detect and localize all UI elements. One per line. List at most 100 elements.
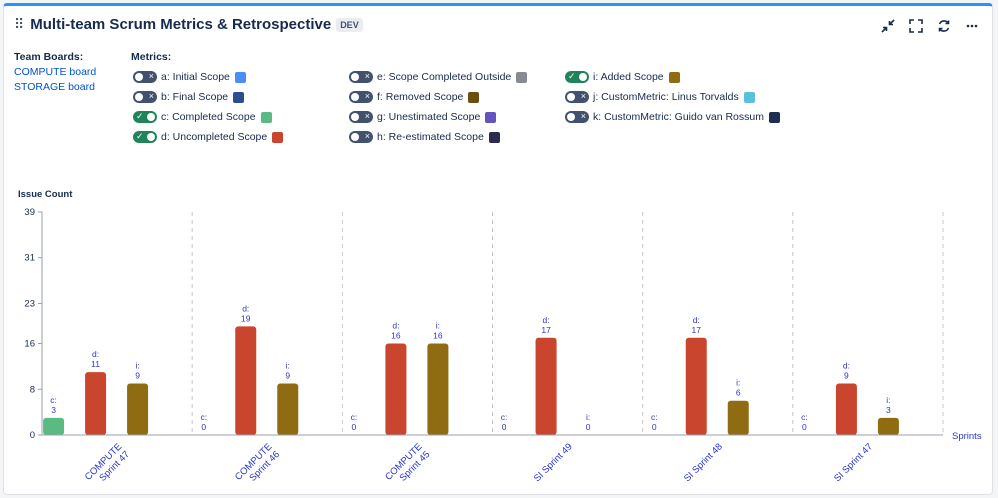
toggle-knob xyxy=(147,113,155,121)
metric-h-label: h: Re-estimated Scope xyxy=(377,131,484,143)
dashboard-card xyxy=(3,3,993,495)
data-label-value: 11 xyxy=(91,359,100,369)
metric-h: × h: Re-estimated Scope xyxy=(349,127,527,147)
y-tick-label: 16 xyxy=(24,339,35,350)
metric-c-color-swatch[interactable] xyxy=(260,111,272,123)
metric-a: × a: Initial Scope xyxy=(133,67,283,87)
metric-b-color-swatch[interactable] xyxy=(233,91,245,103)
metrics-column: ✓ i: Added Scope × j: CustomMetric: Linus T… xyxy=(565,67,780,127)
data-label-name: c: xyxy=(351,412,358,422)
data-label-name: d: xyxy=(843,361,850,371)
metric-h-toggle[interactable]: × xyxy=(349,131,373,143)
close-icon: × xyxy=(148,71,154,81)
metric-k: × k: CustomMetric: Guido van Rossum xyxy=(565,107,780,127)
fullscreen-icon[interactable] xyxy=(908,18,924,34)
close-icon: × xyxy=(580,91,586,101)
y-tick-label: 0 xyxy=(30,430,35,441)
team-boards: Team Boards: COMPUTE board STORAGE board xyxy=(14,51,96,96)
metric-f-color-swatch[interactable] xyxy=(468,91,480,103)
toggle-knob xyxy=(351,93,359,101)
data-label-value: 0 xyxy=(352,422,357,432)
x-tick-label: COMPUTESprint 47 xyxy=(83,441,132,490)
metric-e: × e: Scope Completed Outside xyxy=(349,67,528,87)
metric-b-toggle[interactable]: × xyxy=(133,91,157,103)
metric-a-toggle[interactable]: × xyxy=(133,71,157,83)
metric-a-label: a: Initial Scope xyxy=(161,71,230,83)
metric-c-label: c: Completed Scope xyxy=(161,111,256,123)
metric-d-color-swatch[interactable] xyxy=(272,131,284,143)
data-label-name: i: xyxy=(586,412,590,422)
metric-b: × b: Final Scope xyxy=(133,87,283,107)
metric-e-color-swatch[interactable] xyxy=(516,71,528,83)
bar-d xyxy=(685,337,707,435)
metrics-column: × a: Initial Scope × b: Final Scope ✓ c: Comp… xyxy=(133,67,284,147)
page-title: Multi-team Scrum Metrics & Retrospective xyxy=(30,16,332,33)
close-icon: × xyxy=(148,91,154,101)
data-label-value: 17 xyxy=(692,325,702,335)
y-axis-label: Issue Count xyxy=(18,189,73,200)
metric-j-label: j: CustomMetric: Linus Torvalds xyxy=(593,91,739,103)
toggle-knob xyxy=(147,133,155,141)
collapse-icon[interactable] xyxy=(880,18,896,34)
x-tick-label: COMPUTESprint 45 xyxy=(383,441,432,490)
bar-i xyxy=(277,383,299,435)
data-label-name: d: xyxy=(543,315,550,325)
close-icon: × xyxy=(364,91,370,101)
board-link-compute[interactable]: COMPUTE board xyxy=(14,66,97,78)
metric-i-color-swatch[interactable] xyxy=(668,71,680,83)
metric-d: ✓ d: Uncompleted Scope xyxy=(133,127,284,147)
toggle-knob xyxy=(579,73,587,81)
y-tick-label: 8 xyxy=(30,384,35,395)
metric-c-toggle[interactable]: ✓ xyxy=(133,111,157,123)
data-label-name: d: xyxy=(92,349,99,359)
x-tick-label-line: SI Sprint 47 xyxy=(832,441,875,484)
metric-j: × j: CustomMetric: Linus Torvalds xyxy=(565,87,780,107)
bar-d xyxy=(85,372,107,435)
metric-k-toggle[interactable]: × xyxy=(565,111,589,123)
toggle-knob xyxy=(567,93,575,101)
data-label-name: d: xyxy=(392,321,399,331)
metric-d-label: d: Uncompleted Scope xyxy=(161,131,268,143)
data-label-name: d: xyxy=(693,315,700,325)
metric-k-color-swatch[interactable] xyxy=(768,111,780,123)
more-icon[interactable] xyxy=(964,18,980,34)
board-link-storage[interactable]: STORAGE board xyxy=(14,81,95,93)
x-tick-label: SI Sprint 47 xyxy=(832,441,875,484)
data-label-value: 19 xyxy=(241,313,251,323)
metric-h-color-swatch[interactable] xyxy=(488,131,500,143)
close-icon: × xyxy=(364,71,370,81)
metric-a-color-swatch[interactable] xyxy=(234,71,246,83)
bar-i xyxy=(127,383,149,435)
env-badge: DEV xyxy=(336,17,363,32)
metric-j-color-swatch[interactable] xyxy=(743,91,755,103)
metric-g-color-swatch[interactable] xyxy=(485,111,497,123)
data-label-value: 0 xyxy=(802,422,807,432)
refresh-icon[interactable] xyxy=(936,18,952,34)
metric-f-label: f: Removed Scope xyxy=(377,91,464,103)
metric-g-toggle[interactable]: × xyxy=(349,111,373,123)
bar-d xyxy=(385,343,407,435)
bar-d xyxy=(535,337,557,435)
metrics-label: Metrics: xyxy=(131,51,172,63)
metric-d-toggle[interactable]: ✓ xyxy=(133,131,157,143)
toggle-knob xyxy=(567,113,575,121)
metrics-column: × e: Scope Completed Outside × f: Removed S… xyxy=(349,67,528,147)
bar-i xyxy=(427,343,449,435)
metric-k-label: k: CustomMetric: Guido van Rossum xyxy=(593,111,764,123)
metric-i-toggle[interactable]: ✓ xyxy=(565,71,589,83)
metric-f-toggle[interactable]: × xyxy=(349,91,373,103)
x-tick-label: SI Sprint 48 xyxy=(682,441,725,484)
check-icon: ✓ xyxy=(136,111,144,121)
data-label-value: 3 xyxy=(886,405,891,415)
data-label-name: d: xyxy=(242,303,249,313)
team-boards-label: Team Boards: xyxy=(14,51,84,63)
toggle-knob xyxy=(135,73,143,81)
metric-e-toggle[interactable]: × xyxy=(349,71,373,83)
metric-j-toggle[interactable]: × xyxy=(565,91,589,103)
metric-b-label: b: Final Scope xyxy=(161,91,229,103)
x-tick-label: COMPUTESprint 46 xyxy=(233,441,282,490)
data-label-name: i: xyxy=(886,395,890,405)
bar-i xyxy=(877,417,899,435)
drag-handle-icon[interactable]: ⠿ xyxy=(14,16,24,32)
data-label-name: c: xyxy=(801,412,808,422)
